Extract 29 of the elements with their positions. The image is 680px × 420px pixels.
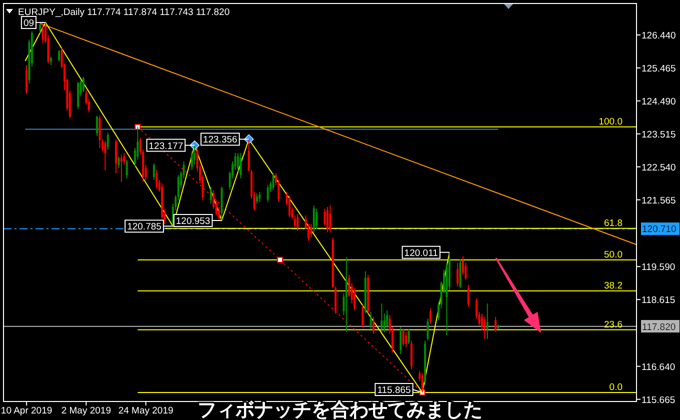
y-tick-label: 116.640	[642, 362, 676, 373]
annotation: フィボナッチを合わせてみました	[198, 399, 482, 420]
annotation: 09	[23, 18, 34, 29]
annotation: 115.865	[377, 385, 411, 396]
y-tick-label: 124.490	[642, 96, 676, 108]
y-tick-label: 119.590	[642, 262, 676, 274]
series-label: 100.0	[598, 116, 622, 128]
series-label: 50.0	[604, 249, 622, 260]
series-label: 61.8	[604, 218, 622, 229]
y-tick-label: 125.465	[642, 63, 676, 74]
series-label: 0.0	[609, 382, 622, 394]
y-tick-label: 115.665	[642, 394, 676, 406]
chart-title: EURJPY_,Daily 117.774 117.874 117.743 117.820	[18, 7, 230, 18]
x-tick-label: 24 May 2019	[118, 406, 174, 416]
x-tick-label: 2 May 2019	[61, 406, 112, 416]
y-tick-label: 126.440	[642, 30, 676, 42]
annotation: 120.011	[404, 248, 438, 259]
y-tick-label: 121.565	[642, 195, 676, 206]
ref-line-label: 120.710	[642, 224, 676, 236]
annotation: 120.785	[127, 222, 162, 233]
series-label: 38.2	[604, 280, 622, 292]
annotation: 120.953	[176, 216, 210, 227]
y-tick-label: 123.515	[642, 129, 676, 140]
annotation: 123.177	[148, 140, 184, 152]
y-tick-label: 118.615	[642, 295, 676, 306]
y-tick-label: 122.540	[642, 162, 676, 174]
x-tick-label: 10 Apr 2019	[0, 406, 52, 416]
annotation: 123.356	[202, 134, 238, 146]
ref-line-label: 117.820	[642, 322, 676, 333]
